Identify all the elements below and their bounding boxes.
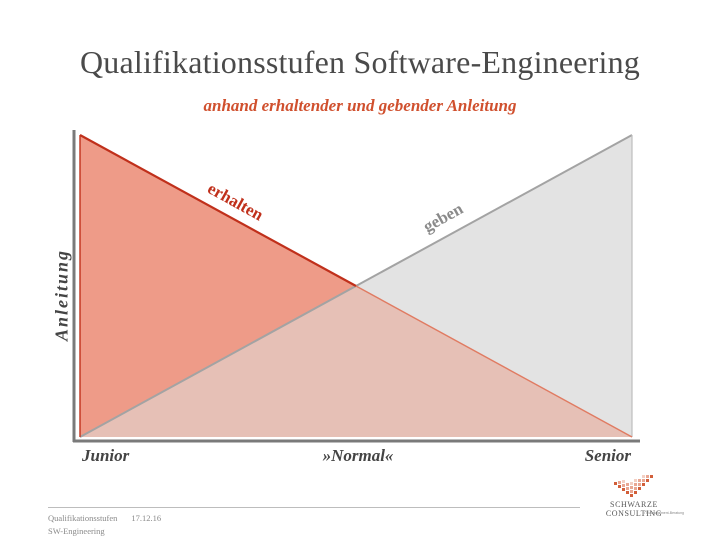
company-name: SCHWARZE CONSULTING xyxy=(605,500,663,518)
company-logo: SCHWARZE CONSULTING IT-Management-Beratu… xyxy=(584,474,684,524)
overlap-area xyxy=(80,286,632,437)
slide-subtitle: anhand erhaltender und gebender Anleitun… xyxy=(203,96,517,115)
footer-date: 17.12.16 xyxy=(131,513,162,523)
y-axis-label: Anleitung xyxy=(51,248,72,342)
footer-doc-subtitle: SW-Engineering xyxy=(48,526,105,536)
receive-line-upper xyxy=(79,134,357,287)
footer-divider xyxy=(48,507,580,508)
receive-area xyxy=(80,135,356,437)
footer-doc-title: Qualifikationsstufen xyxy=(48,513,118,523)
company-tagline: IT-Management-Beratung xyxy=(644,511,684,515)
pixel-check-logo-icon xyxy=(614,475,653,497)
x-label-junior: Junior xyxy=(82,446,130,465)
footer-info: Qualifikationsstufen 17.12.16 SW-Engineer… xyxy=(48,512,161,538)
x-label-normal: »Normal« xyxy=(322,446,394,465)
x-label-senior: Senior xyxy=(584,446,631,465)
receive-line-lower xyxy=(355,285,633,438)
slide-title: Qualifikationsstufen Software-Engineerin… xyxy=(79,44,641,80)
